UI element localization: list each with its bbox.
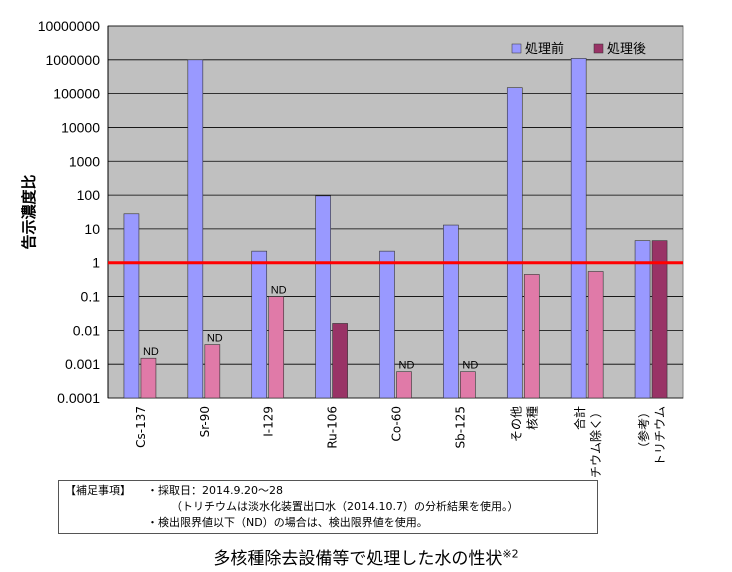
y-axis-tick-labels: 0.0001 0.001 0.01 0.1 1 10 100 1000 10000 100000 1… [38, 18, 101, 406]
bar [379, 250, 395, 399]
notes-line-3: ・検出限界値以下（ND）の場合は、検出限界値を使用。 [147, 516, 428, 529]
y-tick-label: 10000000 [38, 18, 101, 34]
nd-label: ND [462, 360, 478, 372]
nd-label: ND [399, 360, 415, 372]
legend-swatch [511, 43, 522, 54]
y-axis-label: 告示濃度比 [20, 174, 38, 249]
y-tick-label: 1 [92, 255, 100, 271]
y-tick-label: 100 [77, 187, 101, 203]
legend-swatch [593, 43, 604, 54]
y-tick-label: 100000 [53, 86, 100, 102]
bar [570, 58, 587, 399]
plot-area [107, 25, 684, 399]
nd-label: ND [143, 346, 159, 358]
bar [187, 59, 204, 399]
category-label: I-129 [262, 406, 276, 437]
caption-text: 多核種除去設備等で処理した水の性状 [213, 549, 503, 569]
y-tick-label: 0.0001 [57, 390, 100, 406]
y-tick-label: 0.01 [73, 322, 100, 338]
category-label: トリチウム [653, 406, 667, 466]
category-label: Co-60 [390, 406, 404, 442]
y-tick-label: 1000000 [45, 52, 100, 68]
category-label: （参考） [636, 406, 651, 454]
bar [123, 213, 140, 399]
bar [268, 296, 285, 399]
figure-caption: 多核種除去設備等で処理した水の性状※2 [0, 544, 732, 569]
notes-line-1: ・採取日：2014.9.20～28 [147, 484, 283, 497]
category-label: 核種 [525, 406, 539, 430]
bar [460, 371, 476, 399]
bars: ND ND ND ND ND [108, 58, 683, 399]
bar [396, 371, 412, 399]
category-label: Sr-90 [198, 406, 212, 437]
bar [634, 240, 651, 399]
legend: 処理前 処理後 [511, 41, 646, 57]
gridlines [107, 25, 683, 399]
bar [506, 87, 523, 399]
notes-line-2: （トリチウムは淡水化装置出口水（2014.10.7）の分析結果を使用。） [171, 500, 519, 513]
notes-label: 【補足事項】 [65, 484, 131, 497]
x-axis-category-labels: Cs-137 Sr-90 I-129 Ru-106 Co-60 Sb-125 その他 核種 合計… [134, 406, 667, 480]
category-label: （トリチウム除く） [588, 406, 603, 480]
y-tick-label: 10000 [61, 119, 100, 135]
bar-chart: 0.0001 0.001 0.01 0.1 1 10 100 1000 10000 100000 1… [20, 18, 684, 480]
bar [587, 271, 604, 399]
bar [651, 240, 668, 399]
y-tick-label: 10 [84, 221, 100, 237]
category-label: Sb-125 [453, 406, 467, 448]
bar [315, 195, 331, 399]
bar [251, 250, 268, 399]
y-axis-label-text: 告示濃度比 [20, 174, 38, 249]
y-tick-label: 0.001 [65, 356, 100, 372]
bar [140, 357, 157, 399]
bar [443, 224, 459, 399]
category-label: 合計 [572, 406, 587, 430]
legend-label: 処理後 [607, 42, 646, 57]
caption-note: ※2 [502, 547, 519, 561]
nd-label: ND [207, 333, 223, 345]
category-label: Cs-137 [134, 406, 148, 448]
legend-label: 処理前 [525, 41, 564, 57]
bar [332, 323, 348, 399]
category-label: Ru-106 [326, 406, 340, 449]
bar [523, 274, 540, 399]
y-tick-label: 1000 [69, 153, 100, 169]
category-label: その他 [509, 406, 523, 442]
bar [204, 344, 221, 399]
notes-box: 【補足事項】 ・採取日：2014.9.20～28 （トリチウムは淡水化装置出口水（… [58, 480, 598, 534]
y-tick-label: 0.1 [81, 289, 101, 305]
nd-label: ND [271, 285, 287, 297]
